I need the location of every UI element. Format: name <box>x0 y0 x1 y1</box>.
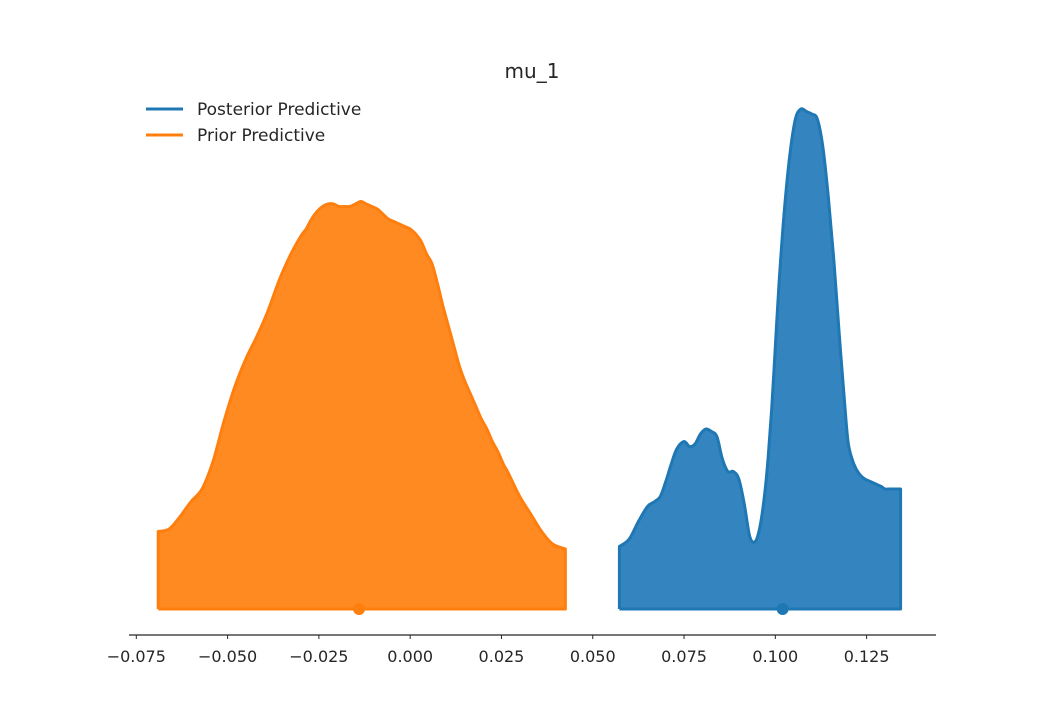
density-fill-posterior-predictive <box>619 108 901 610</box>
x-tick-label: 0.075 <box>661 647 707 666</box>
density-line-prior-predictive <box>156 200 567 611</box>
legend-label-posterior-predictive: Posterior Predictive <box>197 100 361 120</box>
density-fill-prior-predictive <box>158 201 566 609</box>
chart-title: mu_1 <box>505 59 560 83</box>
x-tick-label: 0.125 <box>844 647 890 666</box>
plot-area <box>156 107 903 615</box>
x-tick-label: 0.025 <box>479 647 525 666</box>
legend-entry-prior-predictive: Prior Predictive <box>146 126 325 146</box>
x-tick-label: −0.050 <box>198 647 257 666</box>
legend: Posterior Predictive Prior Predictive <box>146 100 361 146</box>
density-line-posterior-predictive <box>617 107 903 611</box>
series-prior-predictive <box>156 200 567 615</box>
x-tick-label: 0.000 <box>387 647 433 666</box>
mean-marker-posterior-predictive <box>776 603 789 615</box>
x-tick-label: −0.025 <box>289 647 348 666</box>
legend-entry-posterior-predictive: Posterior Predictive <box>146 100 361 120</box>
legend-label-prior-predictive: Prior Predictive <box>197 126 325 146</box>
x-tick-label: 0.100 <box>752 647 798 666</box>
x-axis-ticks: −0.075 −0.050 −0.025 0.000 0.025 0.050 0.075 0.… <box>107 635 890 666</box>
x-tick-label: 0.050 <box>570 647 616 666</box>
mean-marker-prior-predictive <box>353 603 366 615</box>
x-tick-label: −0.075 <box>107 647 166 666</box>
series-posterior-predictive <box>617 107 903 615</box>
